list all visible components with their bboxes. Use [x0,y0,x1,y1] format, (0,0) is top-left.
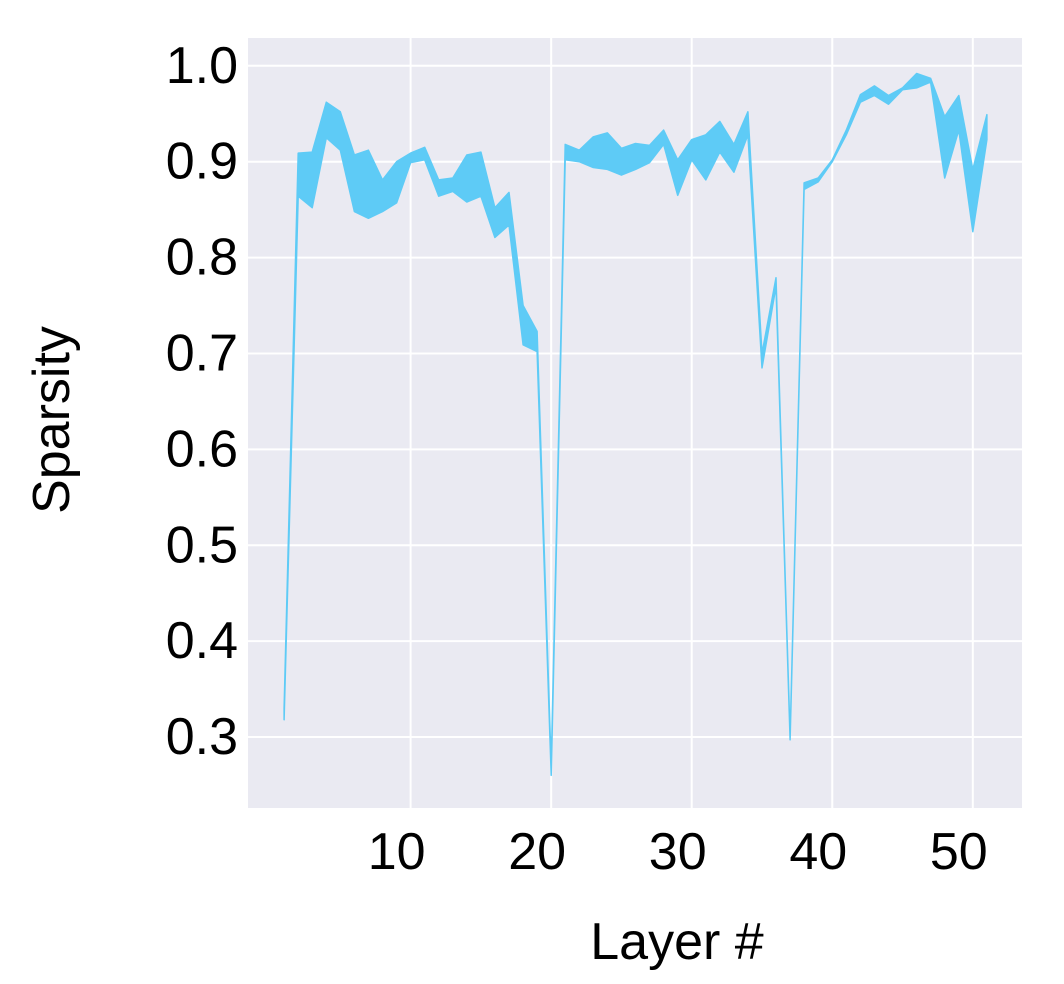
x-tick-label: 10 [368,823,426,881]
y-tick-label: 0.6 [166,420,238,478]
y-tick-label: 0.9 [166,133,238,191]
sparsity-band [283,72,988,777]
x-tick-label: 50 [930,823,988,881]
y-tick-label: 0.5 [166,516,238,574]
x-axis-label: Layer # [590,913,764,971]
y-axis-label: Sparsity [23,326,81,514]
y-tick-label: 0.7 [166,324,238,382]
y-tick-label: 0.4 [166,612,238,670]
y-tick-label: 1.0 [166,37,238,95]
marks [283,72,988,777]
grid [248,38,1022,808]
y-tick-label: 0.8 [166,229,238,287]
x-tick-label: 30 [649,823,707,881]
y-tick-label: 0.3 [166,708,238,766]
x-tick-label: 40 [789,823,847,881]
x-tick-label: 20 [508,823,566,881]
